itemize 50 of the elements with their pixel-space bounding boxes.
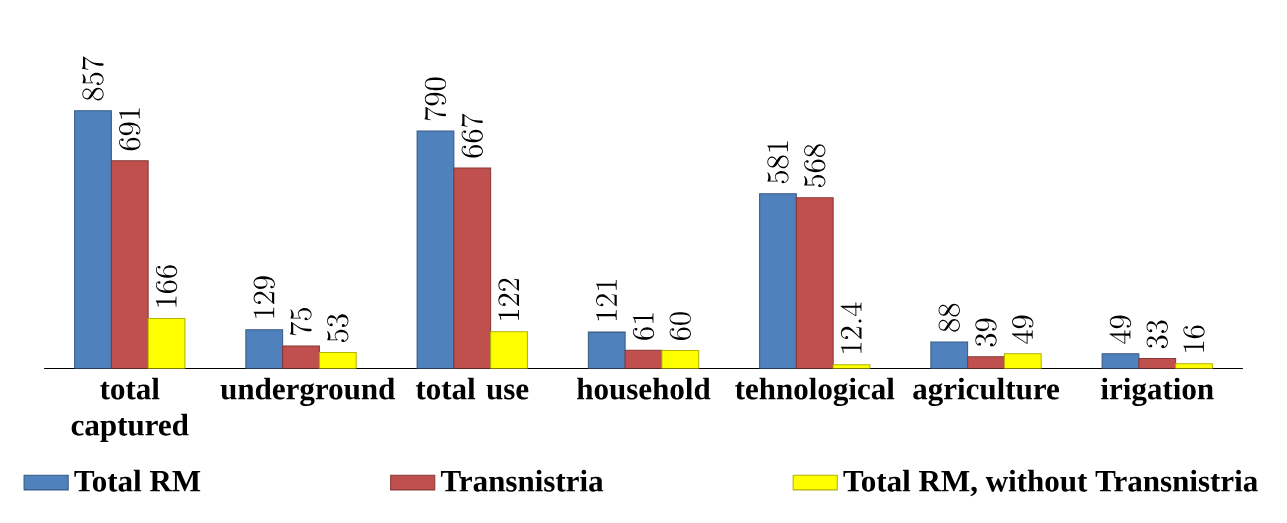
bar	[759, 193, 797, 369]
bar	[661, 349, 700, 369]
bar	[453, 167, 492, 369]
x-tick-label: irigation	[1101, 377, 1214, 407]
bar	[318, 352, 357, 369]
data-label: 49	[1011, 315, 1034, 344]
bar	[245, 329, 284, 369]
bar	[1138, 358, 1177, 369]
legend-label: Total RM, without Transnistria	[843, 469, 1258, 497]
data-label: 790	[424, 77, 447, 121]
legend-label: Total RM	[74, 469, 201, 492]
x-tick-label: total captured	[71, 377, 189, 442]
data-label: 75	[290, 308, 312, 336]
bar	[624, 349, 663, 369]
data-label: 691	[119, 108, 141, 151]
data-label: 857	[82, 56, 104, 101]
bar	[416, 130, 455, 369]
data-label: 88	[938, 303, 960, 332]
bar	[282, 345, 320, 369]
data-label: 121	[596, 279, 617, 321]
data-label: 667	[461, 113, 483, 158]
data-label: 60	[669, 312, 691, 341]
bar	[147, 318, 186, 369]
x-tick-label: tehnological	[735, 377, 895, 407]
data-label: 53	[327, 314, 349, 342]
data-label: 33	[1146, 320, 1168, 349]
bar	[587, 331, 626, 369]
bar	[795, 197, 834, 369]
legend-label: Transnistria	[440, 469, 604, 492]
bar	[74, 110, 112, 369]
data-label: 16	[1183, 325, 1205, 352]
bar	[930, 341, 969, 369]
x-tick-label: agriculture	[913, 377, 1060, 407]
x-tick-label: underground	[220, 377, 396, 407]
data-label: 61	[632, 313, 655, 340]
data-label: 39	[975, 318, 997, 347]
bar	[110, 160, 149, 369]
data-label: 166	[155, 265, 178, 307]
data-label: 12.4	[840, 302, 862, 353]
data-label: 122	[498, 278, 520, 320]
data-label: 568	[804, 144, 826, 188]
bar	[1101, 353, 1140, 369]
data-label: 49	[1109, 315, 1132, 344]
bar	[1003, 353, 1042, 369]
data-label: 581	[767, 141, 789, 184]
bar	[967, 356, 1005, 369]
x-tick-label: total use	[415, 377, 529, 400]
bar	[490, 331, 528, 369]
x-tick-label: household	[577, 377, 711, 400]
data-label: 129	[253, 276, 275, 318]
